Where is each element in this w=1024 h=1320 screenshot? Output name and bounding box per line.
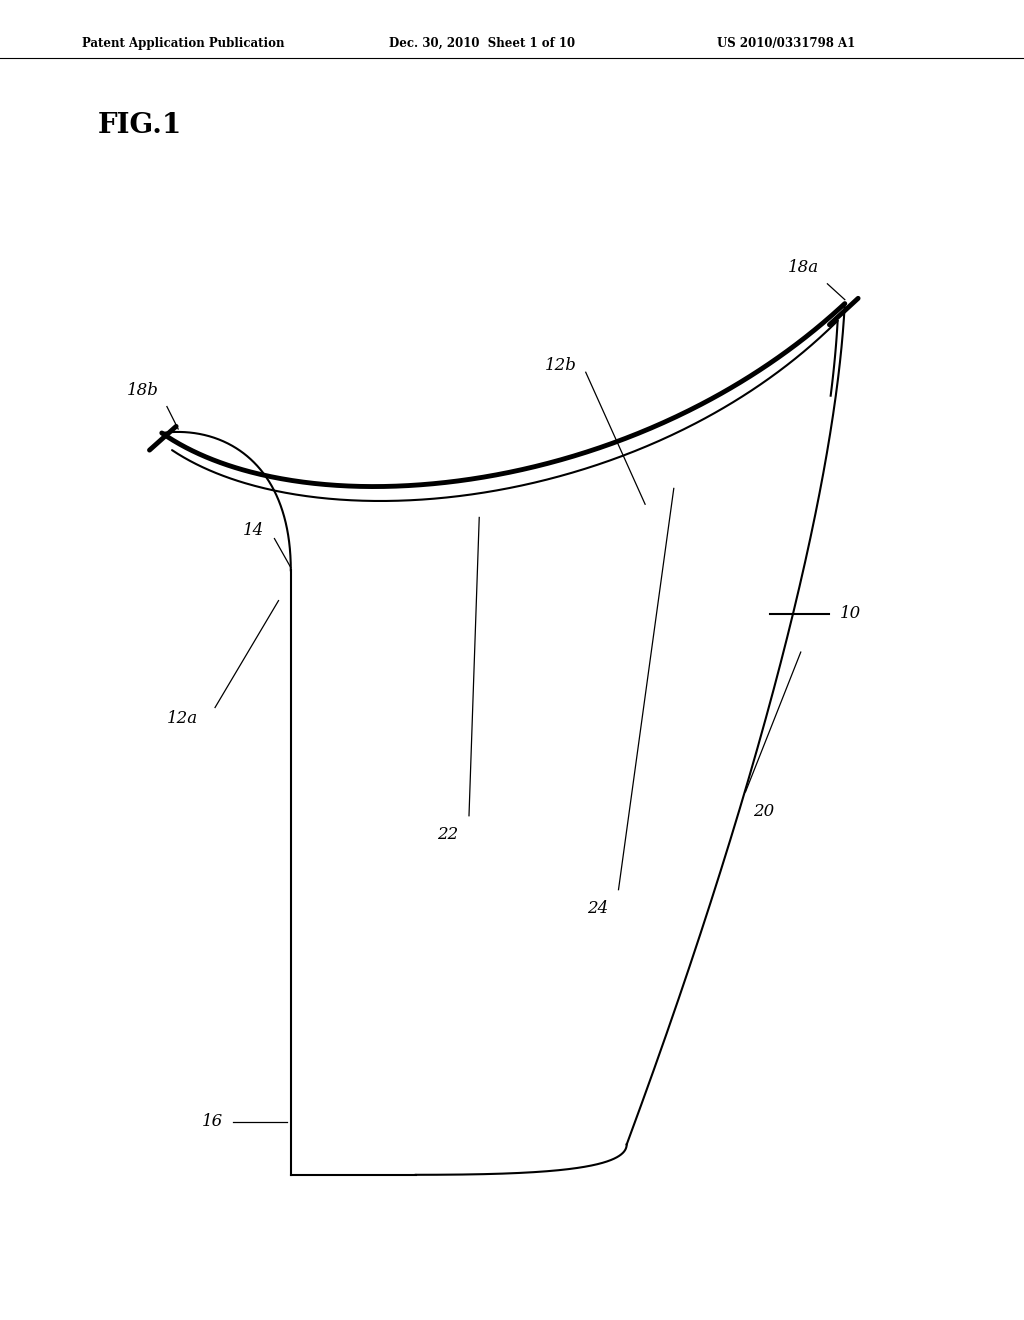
Text: 12b: 12b [545,358,577,374]
Text: 20: 20 [753,803,774,820]
Text: 18a: 18a [788,259,819,276]
Text: 16: 16 [202,1114,223,1130]
Text: 18b: 18b [127,381,159,399]
Text: Patent Application Publication: Patent Application Publication [82,37,285,50]
Text: FIG.1: FIG.1 [97,112,181,139]
Text: 12a: 12a [167,710,198,726]
Text: US 2010/0331798 A1: US 2010/0331798 A1 [717,37,855,50]
Text: 10: 10 [840,606,861,622]
Text: Dec. 30, 2010  Sheet 1 of 10: Dec. 30, 2010 Sheet 1 of 10 [389,37,575,50]
Text: 22: 22 [437,826,459,843]
Text: 24: 24 [587,900,608,917]
Text: 14: 14 [243,523,264,539]
